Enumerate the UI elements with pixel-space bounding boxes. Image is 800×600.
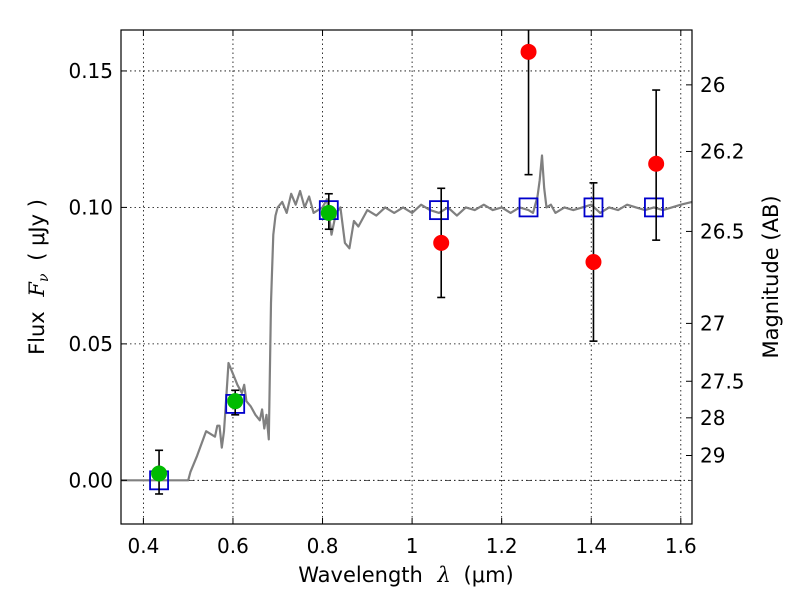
ticks-layer: 0.4 0.6 0.8 1 1.2 1.4 1.6 0.00 0.05 0.10 0.15 26 26.…: [68, 30, 745, 558]
plot-frame: [120, 29, 693, 525]
model-photometry-square: [644, 197, 664, 218]
grid-layer: [121, 30, 692, 524]
right-tick-label: 27.5: [700, 369, 745, 393]
x-tick-label: 1.2: [486, 534, 518, 558]
observed-point-red: [520, 43, 537, 60]
y-tick-label: 0.10: [68, 195, 113, 219]
y-axis-label-text: Flux: [25, 311, 49, 355]
model-photometry-square: [429, 200, 449, 221]
right-tick-label: 26: [700, 73, 725, 97]
model-spectrum-layer: [121, 154, 693, 482]
y-tick-label: 0.15: [68, 59, 113, 83]
right-tick-label: 26.5: [700, 219, 745, 243]
model-spectrum-line: [121, 154, 693, 482]
y-axis-label-subscript: ν: [36, 273, 52, 282]
observed-point-green: [227, 393, 244, 410]
observed-point-green: [320, 204, 337, 221]
y-tick-label: 0.05: [68, 332, 113, 356]
y-axis-label: Flux Fν ( μJy ): [25, 199, 53, 355]
x-tick-label: 1: [406, 534, 419, 558]
right-tick-label: 27: [700, 311, 725, 335]
data-points-layer: [149, 30, 665, 495]
observed-point-green: [151, 465, 168, 482]
right-axis-label: Magnitude (AB): [759, 195, 783, 358]
right-tick-label: 29: [700, 443, 725, 467]
x-axis-label: Wavelength λ (μm): [298, 563, 513, 587]
x-tick-label: 0.6: [217, 534, 249, 558]
y-axis-label-unit: ( μJy ): [25, 199, 49, 261]
x-tick-label: 0.8: [307, 534, 339, 558]
observed-point-red: [585, 253, 602, 270]
x-tick-label: 1.6: [665, 534, 697, 558]
y-tick-label: 0.00: [68, 468, 113, 492]
model-photometry-square: [518, 197, 539, 218]
x-tick-label: 0.4: [127, 534, 159, 558]
observed-point-red: [433, 234, 450, 251]
right-tick-label: 26.2: [700, 139, 745, 163]
x-axis-label-text: Wavelength: [298, 563, 423, 587]
x-axis-label-symbol: λ: [437, 563, 451, 587]
x-tick-label: 1.4: [575, 534, 607, 558]
x-axis-label-unit: (μm): [464, 563, 514, 587]
observed-point-red: [648, 155, 665, 172]
right-tick-label: 28: [700, 406, 725, 430]
y-axis-label-symbol: F: [25, 281, 49, 298]
